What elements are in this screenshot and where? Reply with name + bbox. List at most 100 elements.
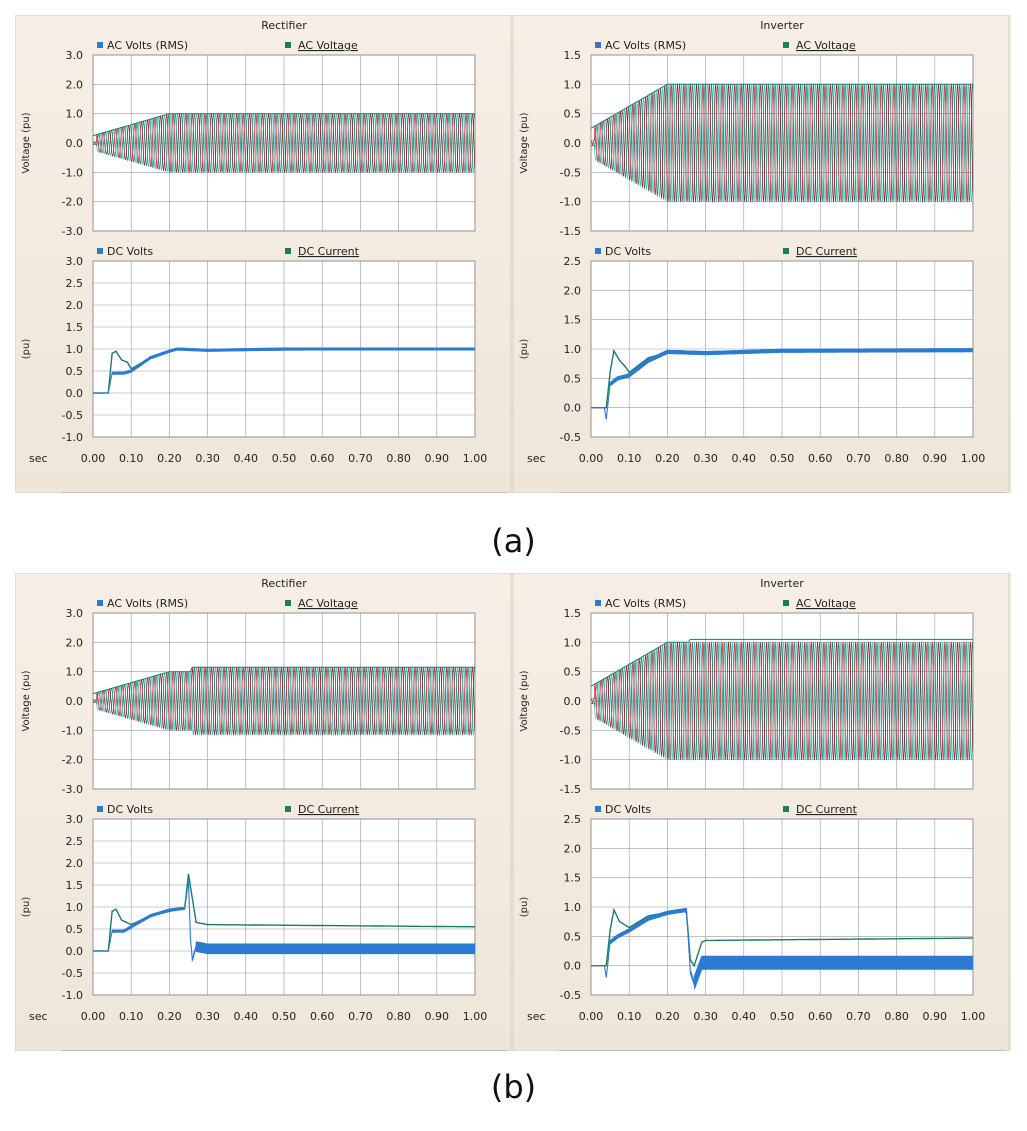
legend-entry: AC Voltage xyxy=(298,39,358,52)
legend-swatch xyxy=(783,600,789,606)
ac-voltage-phase-a xyxy=(591,642,973,760)
ac-voltage-phase-a xyxy=(93,666,475,736)
x-tick-label: 0.40 xyxy=(732,452,757,465)
legend-swatch xyxy=(595,600,601,606)
figure-label-b: (b) xyxy=(490,1068,537,1106)
y-tick-label: -1.5 xyxy=(560,783,581,796)
dc-volts-line xyxy=(591,907,973,990)
series-group xyxy=(591,638,973,761)
legend-swatch xyxy=(783,806,789,812)
y-tick-label: 1.0 xyxy=(66,108,84,121)
chart-panel-inverter: Inverter 1.5 1.0 0.5 0.0 -0.5 -1.0 -1.5 Voltage … xyxy=(512,572,1010,1052)
series-group xyxy=(591,907,973,990)
ac-voltage-phase-c xyxy=(591,641,973,761)
y-tick-label: 1.5 xyxy=(66,879,84,892)
y-axis-label: Voltage (pu) xyxy=(519,670,530,731)
legend-entry: DC Current xyxy=(298,245,360,258)
legend-swatch xyxy=(97,248,103,254)
y-tick-label: 1.5 xyxy=(564,49,582,62)
x-axis-label: sec xyxy=(29,1010,48,1023)
panel-title: Rectifier xyxy=(261,19,307,32)
y-tick-label: 2.5 xyxy=(66,835,84,848)
y-tick-label: 1.0 xyxy=(564,901,582,914)
y-tick-label: 1.5 xyxy=(564,314,582,327)
legend-entry: AC Volts (RMS) xyxy=(605,597,686,610)
y-tick-label: 0.5 xyxy=(564,372,582,385)
legend-entry: AC Volts (RMS) xyxy=(107,39,188,52)
chart-panel-rectifier: Rectifier 3.0 2.0 1.0 0.0 -1.0 -2.0 -3.0 Voltage… xyxy=(14,14,512,494)
y-tick-label: 1.0 xyxy=(564,343,582,356)
subplot-dc: 2.5 2.0 1.5 1.0 0.5 0.0 -0.5 (pu) DC Volts DC Cur… xyxy=(519,803,974,1002)
y-tick-label: -3.0 xyxy=(62,225,83,238)
y-tick-label: 2.0 xyxy=(564,284,582,297)
x-tick-label: 0.60 xyxy=(808,452,833,465)
legend-entry: DC Current xyxy=(298,803,360,816)
x-tick-label: 0.80 xyxy=(884,1010,909,1023)
ac-volts-rms-line xyxy=(93,113,475,137)
x-tick-label: 0.00 xyxy=(81,1010,106,1023)
x-tick-label: 0.80 xyxy=(884,452,909,465)
y-tick-label: -0.5 xyxy=(62,409,83,422)
y-tick-label: 2.0 xyxy=(564,842,582,855)
y-tick-label: 1.0 xyxy=(564,78,582,91)
x-tick-label: 0.50 xyxy=(272,452,297,465)
y-tick-label: -0.5 xyxy=(62,967,83,980)
x-tick-label: 0.80 xyxy=(386,452,411,465)
y-tick-label: -0.5 xyxy=(560,431,581,444)
x-tick-label: 0.10 xyxy=(119,452,144,465)
subplot-dc: 3.0 2.5 2.0 1.5 1.0 0.5 0.0 -0.5 -1.0 (pu) DC Volt… xyxy=(21,245,476,444)
y-tick-label: 3.0 xyxy=(66,607,84,620)
x-tick-label: 0.50 xyxy=(770,1010,795,1023)
y-tick-label: 1.5 xyxy=(564,872,582,885)
x-tick-label: 0.10 xyxy=(119,1010,144,1023)
y-tick-label: 2.0 xyxy=(66,857,84,870)
x-tick-label: 0.00 xyxy=(579,1010,604,1023)
x-tick-label: 0.90 xyxy=(425,452,450,465)
y-tick-label: 0.5 xyxy=(564,930,582,943)
series-group xyxy=(591,83,973,203)
ac-voltage-phase-b xyxy=(93,666,475,736)
x-tick-label: 0.30 xyxy=(693,452,718,465)
y-tick-label: -0.5 xyxy=(560,166,581,179)
x-tick-label: 0.20 xyxy=(655,1010,680,1023)
ac-voltage-phase-c xyxy=(591,83,973,203)
legend-entry: DC Volts xyxy=(605,803,651,816)
x-tick-label: 0.70 xyxy=(348,452,373,465)
y-axis-label: Voltage (pu) xyxy=(21,112,32,173)
y-tick-label: 2.0 xyxy=(66,299,84,312)
ac-volts-rms-line xyxy=(591,83,973,129)
y-tick-label: -1.0 xyxy=(560,754,581,767)
y-tick-label: -0.5 xyxy=(560,724,581,737)
subplot-ac: 1.5 1.0 0.5 0.0 -0.5 -1.0 -1.5 Voltage (pu) AC V… xyxy=(519,597,974,796)
x-tick-label: 0.70 xyxy=(846,452,871,465)
y-tick-label: 0.5 xyxy=(564,108,582,121)
x-axis-label: sec xyxy=(527,1010,546,1023)
y-tick-label: 2.0 xyxy=(66,636,84,649)
panel-title: Rectifier xyxy=(261,577,307,590)
x-tick-label: 0.30 xyxy=(195,1010,220,1023)
legend-entry: AC Voltage xyxy=(298,597,358,610)
legend-entry: AC Voltage xyxy=(796,39,856,52)
series-group xyxy=(93,666,475,736)
y-tick-label: 1.0 xyxy=(66,666,84,679)
y-tick-label: 3.0 xyxy=(66,813,84,826)
x-tick-label: 0.70 xyxy=(348,1010,373,1023)
ac-voltage-phase-a xyxy=(93,112,475,174)
y-tick-label: 2.5 xyxy=(66,277,84,290)
y-tick-label: -1.0 xyxy=(62,166,83,179)
legend-entry: AC Voltage xyxy=(796,597,856,610)
y-tick-label: 0.0 xyxy=(564,137,582,150)
y-tick-label: 0.0 xyxy=(66,137,84,150)
x-tick-label: 0.00 xyxy=(81,452,106,465)
legend-entry: DC Volts xyxy=(605,245,651,258)
legend-entry: AC Volts (RMS) xyxy=(107,597,188,610)
y-tick-label: 3.0 xyxy=(66,255,84,268)
x-tick-label: 0.60 xyxy=(310,1010,335,1023)
y-axis-label: (pu) xyxy=(519,339,530,360)
legend-swatch xyxy=(97,600,103,606)
x-axis-label: sec xyxy=(527,452,546,465)
series-group xyxy=(93,873,475,962)
y-tick-label: 0.0 xyxy=(564,960,582,973)
legend-entry: DC Current xyxy=(796,803,858,816)
subplot-dc: 2.5 2.0 1.5 1.0 0.5 0.0 -0.5 (pu) DC Volts DC Cur… xyxy=(519,245,974,444)
